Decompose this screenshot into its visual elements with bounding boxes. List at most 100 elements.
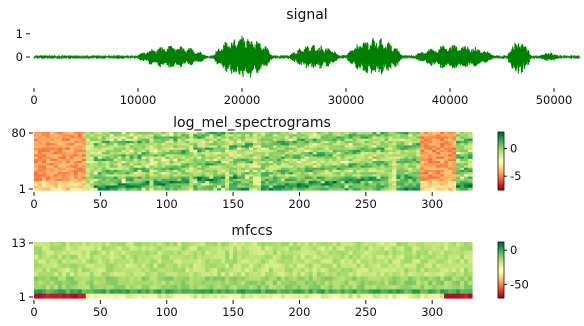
- mfcc-cell: [428, 259, 433, 265]
- mfcc-cell: [324, 272, 330, 278]
- log-mel-cell: [217, 152, 222, 155]
- log-mel-cell: [352, 163, 358, 167]
- log-mel-cell: [41, 154, 47, 158]
- log-mel-cell: [352, 165, 358, 169]
- log-mel-cell: [165, 174, 170, 178]
- mfcc-cell: [181, 276, 186, 282]
- log-mel-cell: [464, 143, 469, 146]
- log-mel-cell: [352, 156, 358, 160]
- log-mel-cell: [241, 132, 246, 135]
- log-mel-cell: [412, 134, 417, 138]
- mfcc-cell: [304, 254, 310, 260]
- log-mel-cell: [300, 158, 306, 162]
- mfcc-cell: [324, 293, 330, 299]
- mfcc-cell: [61, 285, 67, 290]
- log-mel-cell: [340, 140, 346, 144]
- log-mel-cell: [149, 156, 155, 160]
- log-mel-cell: [360, 187, 366, 191]
- log-mel-cell: [65, 134, 71, 138]
- mfcc-colorbar-segment: [498, 281, 504, 284]
- log-mel-cell: [260, 165, 266, 169]
- mfcc-cell: [97, 242, 103, 247]
- mfcc-cell: [41, 272, 47, 278]
- log-mel-cell: [77, 132, 83, 135]
- log-mel-cell: [189, 154, 194, 158]
- mfcc-cell: [456, 259, 461, 265]
- mfcc-cell: [288, 263, 294, 269]
- mfcc-cell: [416, 280, 421, 286]
- log-mel-cell: [241, 172, 246, 175]
- log-mel-cell: [149, 185, 155, 189]
- mfcc-cell: [396, 272, 401, 278]
- mfcc-cell: [245, 285, 250, 290]
- log-mel-cell: [253, 185, 258, 189]
- mfcc-cell: [292, 293, 298, 299]
- log-mel-cell: [360, 158, 366, 162]
- log-mel-cell: [436, 143, 441, 146]
- log-mel-cell: [372, 143, 378, 146]
- mfcc-cell: [133, 254, 139, 260]
- log-mel-cell: [456, 167, 461, 171]
- log-mel-cell: [400, 183, 405, 187]
- mfcc-cell: [280, 285, 286, 290]
- mfcc-cell: [153, 280, 159, 286]
- mfcc-cell: [57, 272, 63, 278]
- log-mel-cell: [34, 165, 39, 169]
- log-mel-cell: [428, 154, 433, 158]
- log-mel-cell: [201, 132, 206, 135]
- mfcc-colorbar-segment: [498, 282, 504, 285]
- mfcc-colorbar-segment: [498, 254, 504, 257]
- log-mel-cell: [181, 163, 186, 167]
- mfcc-cell: [332, 285, 338, 290]
- log-mel-cell: [408, 152, 413, 155]
- log-mel-cell: [408, 147, 413, 151]
- log-mel-cell: [153, 134, 159, 138]
- log-mel-cell: [45, 140, 51, 144]
- log-mel-cell: [452, 138, 457, 142]
- log-mel-cell: [420, 167, 425, 171]
- log-mel-cell: [141, 176, 147, 180]
- mfcc-cell: [65, 285, 71, 290]
- log-mel-cell: [448, 161, 453, 164]
- log-mel-cell: [336, 172, 342, 175]
- log-mel-cell: [73, 145, 79, 149]
- log-mel-cell: [133, 140, 139, 144]
- log-mel-cell: [312, 183, 318, 187]
- log-mel-cell: [408, 181, 413, 184]
- log-mel-cell: [260, 187, 266, 191]
- log-mel-cell: [332, 167, 338, 171]
- mfcc-cell: [129, 250, 135, 256]
- mfcc-cell: [320, 285, 326, 290]
- mfcc-cell: [253, 250, 258, 256]
- log-mel-cell: [304, 140, 310, 144]
- log-mel-cell: [181, 143, 186, 146]
- log-mel-cell: [280, 178, 286, 182]
- log-mel-cell: [161, 132, 166, 135]
- mfcc-cell: [81, 254, 87, 260]
- log-mel-cell: [412, 143, 417, 146]
- log-mel-cell: [165, 181, 170, 184]
- log-mel-cell: [121, 176, 127, 180]
- log-mel-cell: [81, 172, 87, 175]
- mfcc-cell: [105, 293, 111, 299]
- log-mel-colorbar-segment: [498, 159, 504, 162]
- log-mel-cell: [372, 152, 378, 155]
- mfcc-cell: [464, 280, 469, 286]
- mfcc-colorbar-segment: [498, 246, 504, 249]
- mfcc-cell: [272, 254, 278, 260]
- log-mel-cell: [157, 172, 163, 175]
- mfcc-cell: [276, 254, 282, 260]
- log-mel-cell: [229, 181, 234, 184]
- mfcc-cell: [280, 246, 286, 252]
- log-mel-cell: [312, 152, 318, 155]
- mfcc-cell: [241, 293, 246, 299]
- log-mel-cell: [213, 176, 218, 180]
- mfcc-cell: [189, 250, 194, 256]
- log-mel-cell: [217, 156, 222, 160]
- mfcc-cell: [416, 250, 421, 256]
- log-mel-cell: [376, 176, 382, 180]
- mfcc-cell: [448, 289, 453, 295]
- log-mel-ytick-label: 80: [11, 126, 26, 140]
- log-mel-cell: [201, 167, 206, 171]
- mfcc-cell: [237, 276, 242, 282]
